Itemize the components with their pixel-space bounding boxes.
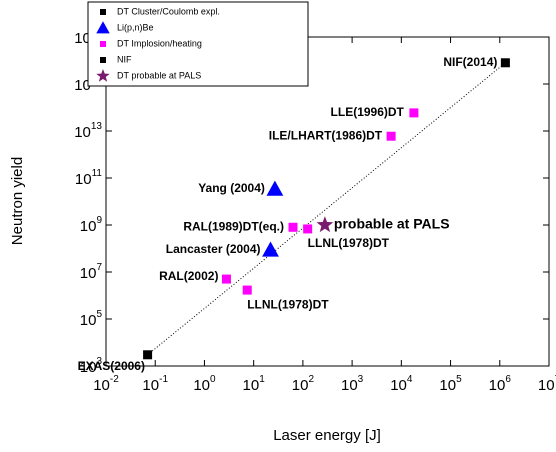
tick-base: 10 [93, 377, 110, 394]
marker-triangle [96, 21, 110, 34]
x-tick-label: 103 [341, 374, 364, 394]
x-axis-label: Laser energy [J] [273, 427, 381, 444]
tick-exponent: 1 [259, 374, 265, 385]
tick-exponent: 3 [358, 374, 364, 385]
tick-base: 10 [80, 312, 97, 329]
marker-square [242, 285, 252, 295]
point-label: probable at PALS [334, 216, 450, 232]
point-label: LLNL(1978)DT [247, 297, 329, 311]
y-tick-label: 105 [80, 309, 103, 329]
point-label: LLNL(1978)DT [308, 236, 390, 250]
marker-star [96, 68, 110, 82]
marker-square [500, 58, 510, 68]
tick-base: 10 [80, 265, 97, 282]
tick-exponent: 7 [96, 262, 102, 273]
marker-square [303, 224, 313, 234]
tick-base: 10 [193, 377, 210, 394]
tick-base: 10 [292, 377, 309, 394]
tick-base: 10 [439, 377, 456, 394]
legend-label: DT Implosion/heating [117, 38, 202, 48]
tick-base: 10 [142, 377, 159, 394]
tick-exponent: 0 [210, 374, 216, 385]
plot-frame [105, 36, 550, 367]
tick-base: 10 [74, 124, 91, 141]
marker-triangle [262, 241, 279, 257]
tick-base: 10 [489, 377, 506, 394]
y-tick-label: 1011 [75, 168, 103, 188]
tick-exponent: 4 [407, 374, 413, 385]
point-label: NIF(2014) [443, 55, 497, 69]
marker-star [316, 216, 334, 233]
x-tick-label: 10-2 [93, 374, 119, 394]
tick-exponent: -2 [110, 374, 119, 385]
tick-exponent: 5 [96, 309, 102, 320]
point-label: ILE/LHART(1986)DT [269, 128, 383, 142]
tick-exponent: 3 [96, 356, 102, 367]
point-label: Lancaster (2004) [166, 242, 261, 256]
tick-base: 10 [80, 359, 97, 376]
legend-label: DT probable at PALS [117, 70, 201, 80]
marker-square [100, 9, 106, 15]
tick-base: 10 [75, 171, 92, 188]
y-axis-label: Neutron yield [9, 157, 26, 245]
y-tick-label: 109 [80, 215, 103, 235]
tick-base: 10 [390, 377, 407, 394]
x-tick-label: 100 [193, 374, 216, 394]
x-tick-label: 10-1 [142, 374, 168, 394]
x-tick-label: 106 [489, 374, 512, 394]
tick-exponent: 5 [456, 374, 462, 385]
legend-label: NIF [117, 54, 132, 64]
tick-base: 10 [243, 377, 260, 394]
marker-square [386, 131, 396, 141]
marker-square [100, 41, 106, 47]
x-tick-label: 102 [292, 374, 315, 394]
tick-base: 10 [538, 377, 555, 394]
point-label: LLE(1996)DT [331, 105, 405, 119]
tick-exponent: 7 [555, 374, 556, 385]
legend-label: DT Cluster/Coulomb expl. [117, 6, 220, 16]
tick-exponent: 2 [308, 374, 314, 385]
x-tick-label: 107 [538, 374, 556, 394]
tick-base: 10 [74, 30, 91, 47]
tick-exponent: 13 [91, 121, 103, 132]
marker-square [409, 108, 419, 118]
y-tick-label: 1013 [74, 121, 102, 141]
tick-base: 10 [80, 218, 97, 235]
y-tick-label: 103 [80, 356, 103, 376]
marker-square [100, 57, 106, 63]
point-label: EXAS(2006) [78, 359, 145, 373]
tick-exponent: -1 [159, 374, 168, 385]
tick-exponent: 11 [92, 168, 103, 179]
marker-square [221, 274, 231, 284]
trend-line [147, 62, 506, 356]
x-tick-label: 104 [390, 374, 413, 394]
legend-box [87, 1, 309, 87]
marker-triangle [266, 180, 284, 196]
point-label: RAL(1989)DT(eq.) [183, 219, 284, 233]
x-tick-label: 105 [439, 374, 462, 394]
tick-exponent: 9 [96, 215, 102, 226]
marker-square [288, 222, 298, 232]
tick-base: 10 [341, 377, 358, 394]
point-label: RAL(2002) [159, 269, 218, 283]
point-label: Yang (2004) [198, 181, 265, 195]
x-tick-label: 101 [243, 374, 266, 394]
legend-label: Li(p,n)Be [117, 22, 154, 32]
tick-base: 10 [74, 77, 91, 94]
y-tick-label: 107 [80, 262, 103, 282]
marker-square [143, 350, 153, 360]
tick-exponent: 6 [505, 374, 511, 385]
